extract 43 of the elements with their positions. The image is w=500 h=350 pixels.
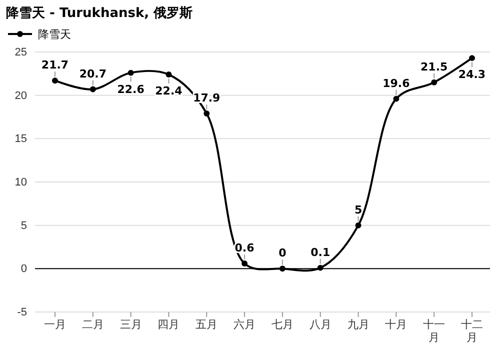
y-tick-label: 20 [14,90,27,102]
x-tick-label: 十一月 [423,318,446,344]
x-tick-label: 十月 [385,318,408,331]
point [52,78,58,84]
data-label: 22.6 [117,82,145,96]
point [355,222,362,228]
x-tick-label: 九月 [347,318,370,331]
y-tick-label: 10 [14,176,27,189]
data-label: 22.4 [155,84,183,98]
chart-title: 降雪天 - Turukhansk, 俄罗斯 [6,6,193,21]
point [469,55,475,62]
y-tick-label: 25 [14,46,27,59]
x-tick-label: 十二月 [461,318,483,344]
x-tick-label: 二月 [82,318,104,331]
point [393,96,400,102]
data-label: 24.3 [458,68,486,82]
data-label: 19.6 [382,76,410,90]
y-tick-label: 15 [14,133,27,146]
point [90,86,96,92]
point [128,70,134,76]
data-label: 5 [354,203,362,216]
x-tick-label: 五月 [196,318,218,331]
x-tick-label: 七月 [271,318,294,331]
y-tick-label: 5 [20,220,27,232]
x-tick-label: 三月 [120,318,142,331]
point [317,264,324,271]
x-tick-label: 六月 [234,318,256,331]
data-label: 21.7 [41,58,69,72]
x-tick-label: 四月 [158,318,180,331]
data-label: 0.1 [310,246,330,259]
legend-label: 降雪天 [38,28,71,41]
y-tick-label: 0 [20,263,27,276]
point [431,79,438,86]
data-label: 0 [278,246,287,260]
x-tick-label: 一月 [44,318,66,331]
point [279,266,286,272]
data-label: 21.5 [420,60,448,74]
point [242,260,248,266]
y-tick-label: -5 [17,306,27,319]
x-tick-label: 八月 [309,318,332,331]
data-label: 20.7 [79,67,106,80]
point [166,72,172,78]
point [204,110,210,117]
